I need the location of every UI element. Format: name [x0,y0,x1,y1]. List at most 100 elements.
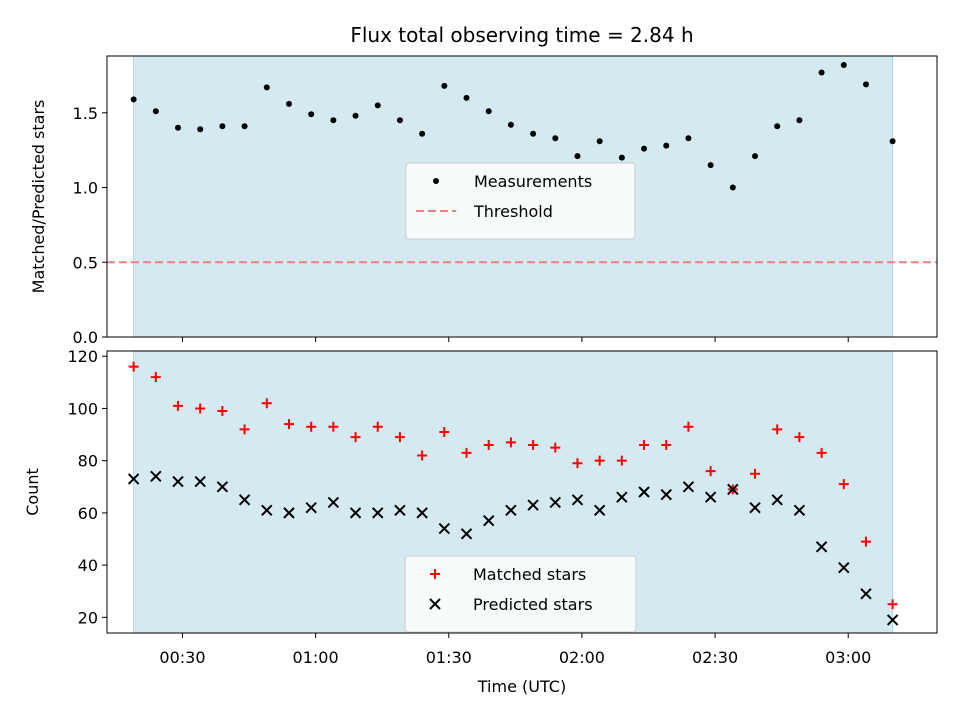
x-tick-label: 01:30 [426,648,472,667]
predicted-star-point [771,494,783,506]
predicted-star-point [349,507,362,519]
matched-star-point [838,479,849,490]
matched-star-point [705,466,716,477]
legend-label: Threshold [473,202,553,221]
measurement-point [263,84,270,91]
matched-star-point [350,432,361,443]
x-tick-label: 03:00 [825,648,871,667]
matched-star-point [594,455,605,466]
predicted-star-point [438,522,451,535]
matched-star-point [128,361,139,372]
predicted-star-point [704,491,717,503]
measurement-point [330,117,337,124]
measurement-point [130,96,137,103]
measurement-point [574,153,581,160]
y-tick-label: 40 [78,556,98,575]
predicted-star-point [194,475,206,488]
x-tick-label: 00:30 [159,648,205,667]
predicted-star-point [372,507,384,519]
matched-star-point [550,442,561,453]
predicted-star-point [150,470,162,483]
legend-box [405,162,636,240]
matched-star-point [283,419,294,430]
measurement-point [396,117,403,124]
matched-star-point [261,398,272,409]
measurement-point [507,121,514,128]
predicted-star-point [638,486,650,498]
measurement-point [685,135,692,142]
measurement-point [463,94,470,101]
y-tick-label: 20 [78,608,98,627]
measurement-point [862,81,869,88]
measurement-point [641,145,648,152]
matched-star-point [887,599,898,610]
matched-star-point [505,437,516,448]
legend-label: Measurements [474,172,592,191]
matched-star-point [572,458,583,469]
matched-star-point [794,432,805,443]
matched-star-point [306,421,317,432]
matched-star-point [528,440,539,450]
matched-star-point [328,421,339,432]
measurement-point [352,112,359,119]
y-tick-label: 0.5 [73,253,98,272]
matched-star-point [150,372,161,383]
measurement-point [596,138,603,145]
measurement-point [774,123,781,130]
predicted-star-point [460,528,473,540]
measurement-point [152,108,159,115]
x-tick-label: 02:30 [692,648,738,667]
predicted-star-point [483,515,495,527]
y-tick-label: 1.0 [73,179,98,198]
measurement-point [840,61,847,68]
ratio-panel: 0.0 0.5 1.0 1.5 Matched/Predicted stars Measu… [29,55,938,347]
measurement-point [796,117,803,124]
measurement-point [308,111,315,118]
matched-star-point [217,406,228,417]
predicted-star-point [283,507,295,519]
measurement-point [285,100,292,107]
measurement-point [889,138,896,145]
predicted-star-point [616,491,628,503]
y-axis-label: Matched/Predicted stars [29,100,48,294]
matched-star-point [683,421,694,432]
predicted-star-point [660,488,672,501]
x-tick-label: 02:00 [559,648,605,667]
measurement-point [485,108,492,115]
chart-title: Flux total observing time = 2.84 h [350,23,693,47]
predicted-star-point [727,483,739,496]
axes-frame [106,55,938,338]
predicted-star-point [172,475,184,488]
matched-star-point [394,432,405,443]
predicted-star-point [682,481,695,493]
y-tick-label: 100 [67,399,98,418]
measurement-point [752,153,759,160]
predicted-star-point [394,504,406,516]
legend-dot-marker [433,178,439,184]
predicted-star-point [815,541,828,553]
matched-star-point [483,440,494,450]
measurement-point [552,135,559,142]
legend-label: Matched stars [473,565,586,584]
legend-label: Predicted stars [473,595,593,614]
matched-star-point [816,447,827,458]
matched-star-point [239,424,250,435]
measurement-point [530,130,537,137]
measurement-point [818,69,825,76]
measurement-point [419,130,426,137]
matched-star-point [461,447,472,458]
matched-star-point [439,426,450,437]
predicted-star-point [305,501,317,514]
matched-star-point [195,403,206,414]
predicted-star-point [549,496,561,509]
measurement-point [374,102,381,109]
matched-star-point [417,450,428,461]
y-tick-label: 120 [67,347,98,366]
predicted-star-point [860,588,872,600]
predicted-star-point [261,504,273,516]
measurement-point [707,162,714,169]
legend-x-marker [429,598,441,610]
y-tick-label: 0.0 [73,328,98,347]
matched-star-point [750,468,761,479]
